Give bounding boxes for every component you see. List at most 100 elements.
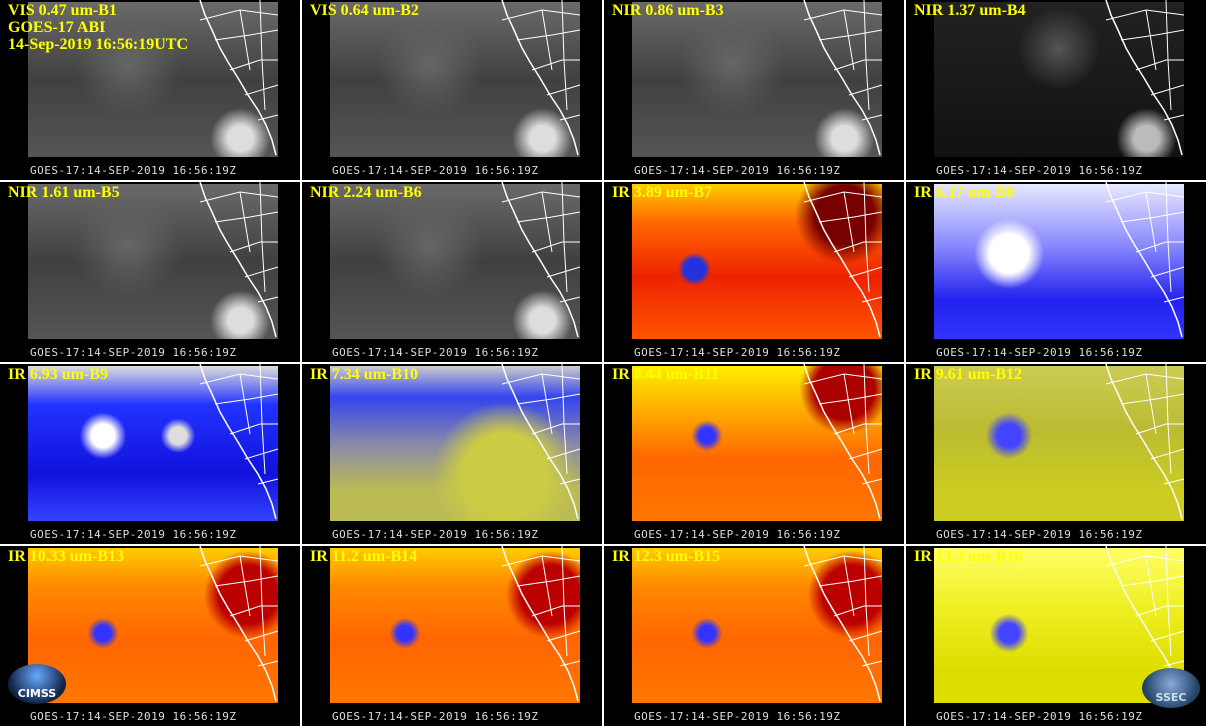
state-borders <box>1105 546 1185 667</box>
coast-line <box>199 182 277 338</box>
band-label: IR 8.44 um-B11 <box>612 366 720 383</box>
coastline <box>1105 364 1185 520</box>
satellite-image <box>632 366 882 521</box>
band-label: IR 6.93 um-B9 <box>8 366 109 383</box>
ssec-logo: SSEC <box>1142 668 1200 708</box>
coastline <box>501 182 581 338</box>
panel: IR 12.3 um-B15 GOES-17:14-SEP-2019 16:56:… <box>604 546 904 726</box>
coast-line <box>803 182 881 338</box>
coast-line <box>1105 0 1183 156</box>
satellite-image <box>934 2 1184 157</box>
coastline <box>803 182 883 338</box>
panel: IR 11.2 um-B14 GOES-17:14-SEP-2019 16:56:… <box>302 546 602 726</box>
coastline <box>501 546 581 702</box>
state-borders <box>199 546 279 667</box>
coast-line <box>1105 364 1183 520</box>
panel-footer: GOES-17:14-SEP-2019 16:56:19Z <box>936 164 1143 177</box>
satellite-image <box>632 2 882 157</box>
band-label: NIR 1.61 um-B5 <box>8 184 120 201</box>
coastline <box>199 182 279 338</box>
coastline <box>199 364 279 520</box>
panel-footer: GOES-17:14-SEP-2019 16:56:19Z <box>936 346 1143 359</box>
panel-footer: GOES-17:14-SEP-2019 16:56:19Z <box>634 710 841 723</box>
band-label: NIR 0.86 um-B3 <box>612 2 724 19</box>
coast-line <box>501 182 579 338</box>
state-borders <box>1105 0 1185 121</box>
state-borders <box>199 182 279 303</box>
state-borders <box>199 0 279 121</box>
panel-footer: GOES-17:14-SEP-2019 16:56:19Z <box>30 164 237 177</box>
coast-line <box>199 546 277 702</box>
panel: NIR 1.61 um-B5 GOES-17:14-SEP-2019 16:56:… <box>0 182 300 362</box>
satellite-image <box>632 184 882 339</box>
coast-line <box>803 0 881 156</box>
state-borders <box>1105 364 1185 485</box>
panel-footer: GOES-17:14-SEP-2019 16:56:19Z <box>30 710 237 723</box>
panel: NIR 2.24 um-B6 GOES-17:14-SEP-2019 16:56:… <box>302 182 602 362</box>
time-label: 14-Sep-2019 16:56:19UTC <box>8 36 188 53</box>
coastline <box>1105 0 1185 156</box>
satellite-image <box>28 366 278 521</box>
satellite-image <box>330 366 580 521</box>
satellite-image <box>934 366 1184 521</box>
state-borders <box>501 546 581 667</box>
panel-label: IR 3.89 um-B7 <box>612 184 712 201</box>
coast-line <box>501 546 579 702</box>
panel-label: IR 11.2 um-B14 <box>310 548 417 565</box>
coastline <box>803 0 883 156</box>
coast-line <box>1105 182 1183 338</box>
band-label: IR 9.61 um-B12 <box>914 366 1023 383</box>
panel: NIR 1.37 um-B4 GOES-17:14-SEP-2019 16:56:… <box>906 0 1206 180</box>
band-label: IR 13.3 um-B16 <box>914 548 1023 565</box>
panel-footer: GOES-17:14-SEP-2019 16:56:19Z <box>30 528 237 541</box>
state-borders <box>1105 182 1185 303</box>
band-label: VIS 0.47 um-B1 <box>8 2 117 19</box>
panel-label: IR 9.61 um-B12 <box>914 366 1022 383</box>
panel-label: IR 8.44 um-B11 <box>612 366 719 383</box>
band-label: IR 6.17 um-B8 <box>914 184 1015 201</box>
band-label: IR 7.34 um-B10 <box>310 366 419 383</box>
panel-label: IR 10.33 um-B13 <box>8 548 124 565</box>
coast-line <box>501 0 579 156</box>
panel-footer: GOES-17:14-SEP-2019 16:56:19Z <box>332 164 539 177</box>
state-borders <box>501 364 581 485</box>
panel: IR 8.44 um-B11 GOES-17:14-SEP-2019 16:56:… <box>604 364 904 544</box>
coast-line <box>803 364 881 520</box>
satellite-image <box>934 184 1184 339</box>
panel-footer: GOES-17:14-SEP-2019 16:56:19Z <box>634 164 841 177</box>
panel: IR 7.34 um-B10 GOES-17:14-SEP-2019 16:56:… <box>302 364 602 544</box>
panel-label: NIR 0.86 um-B3 <box>612 2 724 19</box>
band-label: VIS 0.64 um-B2 <box>310 2 419 19</box>
state-borders <box>199 364 279 485</box>
state-borders <box>803 364 883 485</box>
satellite-image <box>28 2 278 157</box>
satellite-image <box>632 548 882 703</box>
band-label: IR 11.2 um-B14 <box>310 548 418 565</box>
panel-footer: GOES-17:14-SEP-2019 16:56:19Z <box>634 346 841 359</box>
panel-label: IR 6.93 um-B9 <box>8 366 108 383</box>
satellite-image <box>330 2 580 157</box>
band-label: IR 12.3 um-B15 <box>612 548 721 565</box>
coastline <box>803 546 883 702</box>
coastline <box>199 546 279 702</box>
panel-footer: GOES-17:14-SEP-2019 16:56:19Z <box>634 528 841 541</box>
panel-label: NIR 1.61 um-B5 <box>8 184 120 201</box>
coastline <box>199 0 279 156</box>
panel-label: IR 6.17 um-B8 <box>914 184 1014 201</box>
panel-label: VIS 0.64 um-B2 <box>310 2 419 19</box>
panel: IR 10.33 um-B13 GOES-17:14-SEP-2019 16:56… <box>0 546 300 726</box>
panel: IR 6.17 um-B8 GOES-17:14-SEP-2019 16:56:1… <box>906 182 1206 362</box>
panel: IR 13.3 um-B16 GOES-17:14-SEP-2019 16:56:… <box>906 546 1206 726</box>
panel: VIS 0.64 um-B2 GOES-17:14-SEP-2019 16:56:… <box>302 0 602 180</box>
panel: NIR 0.86 um-B3 GOES-17:14-SEP-2019 16:56:… <box>604 0 904 180</box>
state-borders <box>501 0 581 121</box>
panel-footer: GOES-17:14-SEP-2019 16:56:19Z <box>936 710 1143 723</box>
panel-footer: GOES-17:14-SEP-2019 16:56:19Z <box>936 528 1143 541</box>
band-label: IR 10.33 um-B13 <box>8 548 125 565</box>
coast-line <box>501 364 579 520</box>
band-label: IR 3.89 um-B7 <box>612 184 713 201</box>
cimss-logo: CIMSS <box>8 664 66 704</box>
band-label: NIR 2.24 um-B6 <box>310 184 422 201</box>
state-borders <box>803 182 883 303</box>
